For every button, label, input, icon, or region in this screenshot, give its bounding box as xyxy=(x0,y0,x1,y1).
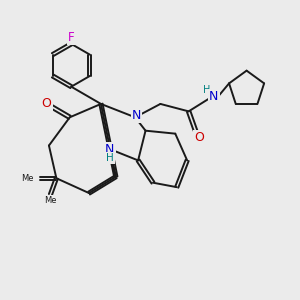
Text: N: N xyxy=(132,109,141,122)
Text: F: F xyxy=(68,31,74,44)
Text: O: O xyxy=(194,131,204,144)
Text: H: H xyxy=(106,153,114,163)
Text: H: H xyxy=(203,85,211,95)
Text: O: O xyxy=(194,131,204,144)
Text: N: N xyxy=(209,90,219,103)
Text: F: F xyxy=(68,31,74,44)
Text: N: N xyxy=(105,142,115,156)
Text: H: H xyxy=(106,153,114,163)
Text: N: N xyxy=(132,109,141,122)
Text: O: O xyxy=(42,98,52,110)
Text: Me: Me xyxy=(22,174,34,183)
Text: H: H xyxy=(203,85,211,95)
Text: N: N xyxy=(209,90,219,103)
Text: Me: Me xyxy=(44,196,57,205)
Text: N: N xyxy=(105,142,115,156)
Text: O: O xyxy=(42,98,52,110)
Text: Me: Me xyxy=(22,174,34,183)
Text: Me: Me xyxy=(44,196,57,205)
